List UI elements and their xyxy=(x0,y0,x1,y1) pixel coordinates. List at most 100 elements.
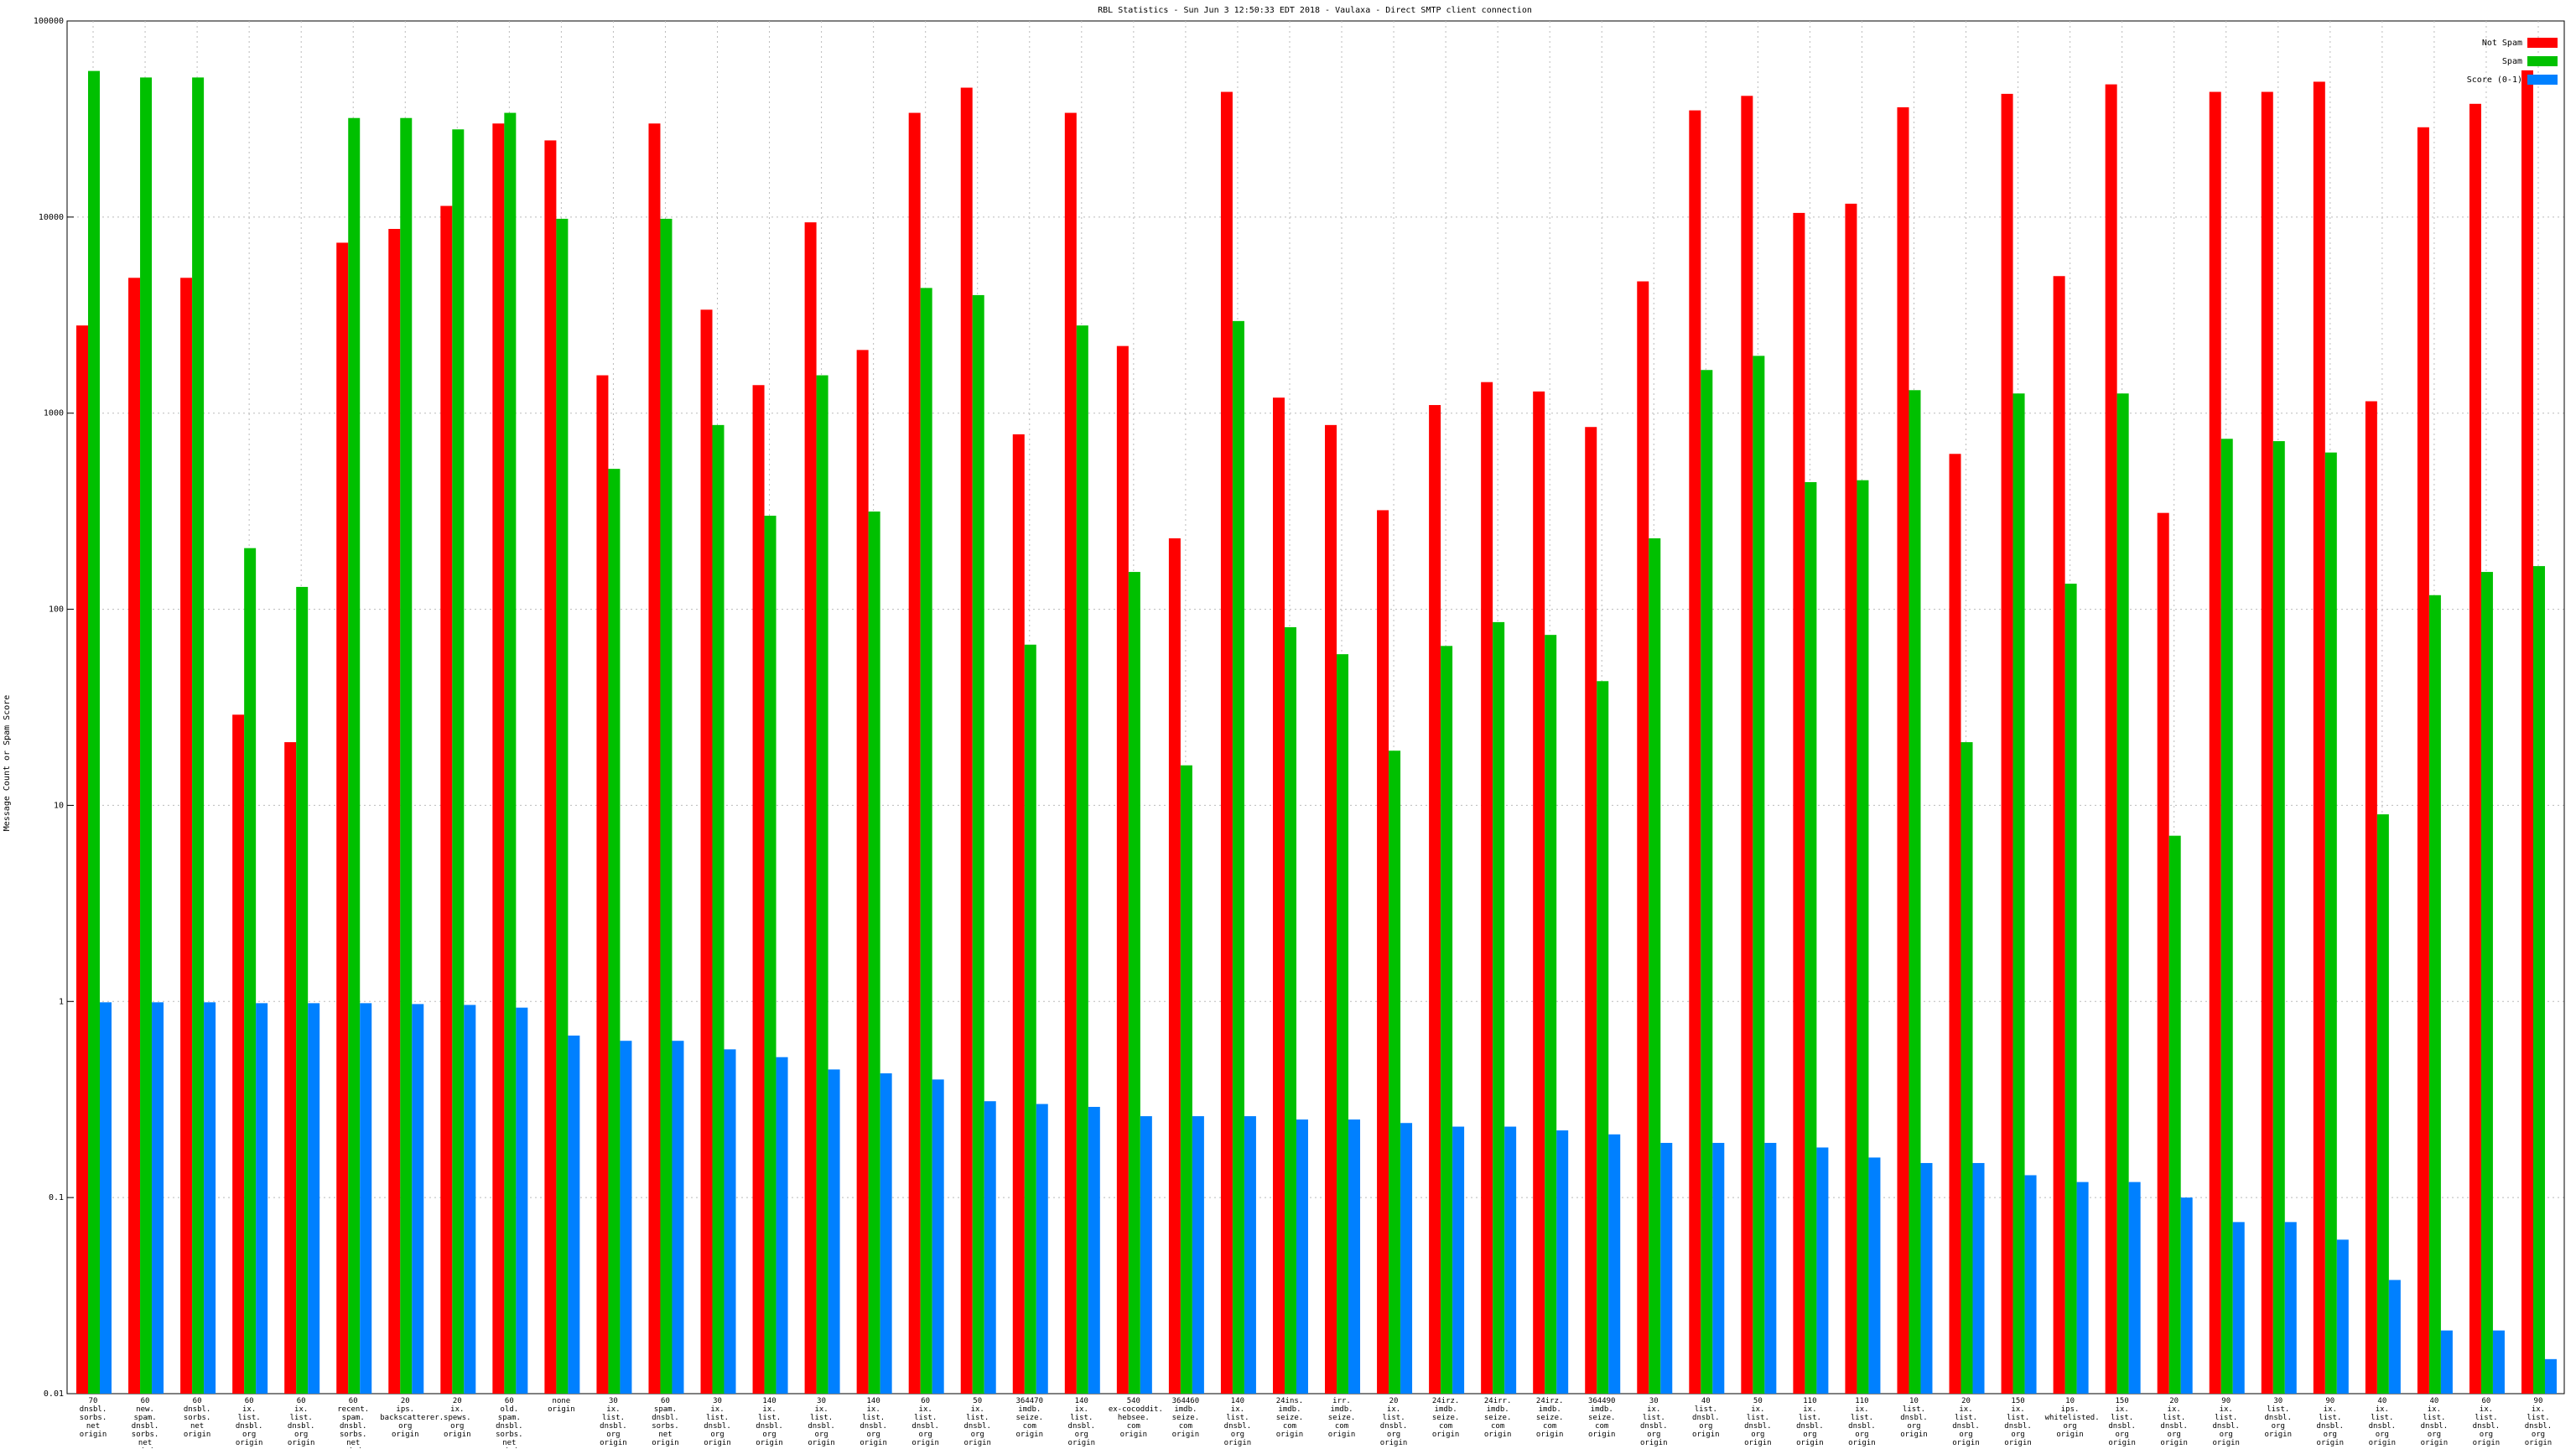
bar xyxy=(1608,1134,1621,1394)
x-tick-label: 20 ix. spews. org origin xyxy=(444,1397,471,1439)
bar xyxy=(1493,621,1505,1394)
bar xyxy=(1088,1107,1100,1394)
x-tick-label: 24irr. imdb. seize. com origin xyxy=(1483,1397,1512,1439)
bar xyxy=(2128,1182,2141,1394)
bar xyxy=(1064,112,1077,1394)
bar xyxy=(1637,281,1649,1394)
bar xyxy=(244,548,257,1394)
bar xyxy=(2105,84,2117,1394)
x-tick-label: 60 ix. list. dnsbl. org origin xyxy=(287,1397,315,1447)
bar xyxy=(1660,1142,1673,1394)
x-tick-label: 60 ix. list. dnsbl. org origin xyxy=(2472,1397,2501,1447)
x-tick-label: 140 ix. list. dnsbl. org origin xyxy=(860,1397,887,1447)
bar xyxy=(1504,1126,1517,1394)
bar xyxy=(2076,1182,2089,1394)
bar xyxy=(608,469,621,1394)
bar xyxy=(2168,835,2181,1394)
bar xyxy=(1348,1119,1361,1394)
legend-label: Spam xyxy=(2502,57,2522,66)
legend-swatch xyxy=(2527,38,2558,48)
bar xyxy=(648,123,661,1394)
bar xyxy=(1764,1142,1777,1394)
bar xyxy=(1012,434,1025,1394)
bar xyxy=(336,242,349,1394)
bar xyxy=(1337,654,1349,1394)
bar xyxy=(868,512,880,1394)
bar xyxy=(972,294,984,1394)
x-tick-label: 140 ix. list. dnsbl. org origin xyxy=(756,1397,783,1447)
bar xyxy=(1805,481,1817,1394)
bar xyxy=(2365,401,2377,1394)
legend-label: Score (0-1) xyxy=(2467,75,2522,85)
bar xyxy=(2053,276,2065,1394)
x-tick-label: 110 ix. list. dnsbl. org origin xyxy=(1796,1397,1824,1447)
x-tick-label: 10 list. dnsbl. org origin xyxy=(1900,1397,1928,1439)
bar xyxy=(2261,91,2273,1394)
y-axis-label: Message Count or Spam Score xyxy=(3,695,12,832)
x-tick-label: 20 ips. backscatterer. org origin xyxy=(380,1397,444,1439)
x-tick-label: 30 ix. list. dnsbl. org origin xyxy=(1640,1397,1668,1447)
bar xyxy=(752,385,765,1394)
x-tick-label: none origin xyxy=(548,1397,575,1414)
bar xyxy=(2417,127,2429,1394)
x-tick-label: 40 ix. list. dnsbl. org origin xyxy=(2368,1397,2397,1447)
x-tick-label: 20 ix. list. dnsbl. org origin xyxy=(2160,1397,2188,1447)
x-tick-label: 24irz. imdb. seize. com origin xyxy=(1535,1397,1564,1439)
bar xyxy=(2180,1197,2193,1394)
bar xyxy=(1972,1162,1985,1394)
x-tick-label: 540 ex-cocoddit. hebsee. com origin xyxy=(1108,1397,1163,1439)
y-tick-label: 0.01 xyxy=(44,1389,64,1399)
x-tick-label: 90 ix. list. dnsbl. org origin xyxy=(2316,1397,2345,1447)
y-tick-label: 10000 xyxy=(39,213,64,222)
bar xyxy=(776,1057,788,1394)
bar xyxy=(1909,390,1921,1394)
bar xyxy=(2272,441,2285,1394)
bar xyxy=(2157,512,2169,1394)
x-tick-label: 140 ix. list. dnsbl. org origin xyxy=(1067,1397,1096,1447)
bar xyxy=(1180,765,1192,1394)
legend-swatch xyxy=(2527,56,2558,66)
bar xyxy=(1793,212,1805,1394)
bar xyxy=(388,229,401,1394)
bar xyxy=(596,375,609,1394)
bar xyxy=(296,586,309,1394)
bar xyxy=(284,742,297,1394)
x-tick-label: 90 ix. list. dnsbl. org origin xyxy=(2212,1397,2240,1447)
x-tick-label: 30 list. dnsbl. org origin xyxy=(2264,1397,2293,1439)
bar xyxy=(88,70,101,1394)
bar xyxy=(764,515,776,1394)
bar xyxy=(712,424,724,1394)
x-tick-label: 60 recent. spam. dnsbl. sorbs. net origi… xyxy=(337,1397,370,1449)
y-tick-label: 0.1 xyxy=(49,1193,64,1202)
bar xyxy=(1481,382,1493,1394)
x-tick-label: 40 ix. list. dnsbl. org origin xyxy=(2420,1397,2449,1447)
bar xyxy=(348,117,361,1394)
bar xyxy=(400,117,413,1394)
bar xyxy=(1036,1104,1048,1394)
bar xyxy=(2544,1358,2557,1394)
x-tick-label: 60 old. spam. dnsbl. sorbs. net origin xyxy=(496,1397,523,1449)
bar xyxy=(360,1003,372,1394)
x-tick-label: 20 ix. list. dnsbl. org origin xyxy=(1952,1397,1980,1447)
bar xyxy=(1389,750,1401,1394)
x-tick-label: 24ins. imdb. seize. com origin xyxy=(1275,1397,1304,1439)
legend-swatch xyxy=(2527,75,2558,85)
y-tick-label: 1000 xyxy=(44,409,64,418)
bar xyxy=(724,1049,736,1394)
x-tick-label: 10 ips. whitelisted. org origin xyxy=(2044,1397,2100,1439)
bar xyxy=(2469,103,2481,1394)
bar xyxy=(700,309,713,1394)
bar xyxy=(440,205,453,1394)
bar xyxy=(2440,1330,2453,1394)
bar xyxy=(1284,626,1296,1394)
bar xyxy=(1452,1126,1465,1394)
y-tick-label: 1 xyxy=(59,997,64,1006)
x-tick-label: 30 ix. list. dnsbl. org origin xyxy=(600,1397,627,1447)
bar xyxy=(1920,1162,1933,1394)
bar xyxy=(984,1101,996,1394)
bar xyxy=(544,140,557,1394)
bar xyxy=(308,1003,320,1394)
bar xyxy=(816,375,828,1394)
